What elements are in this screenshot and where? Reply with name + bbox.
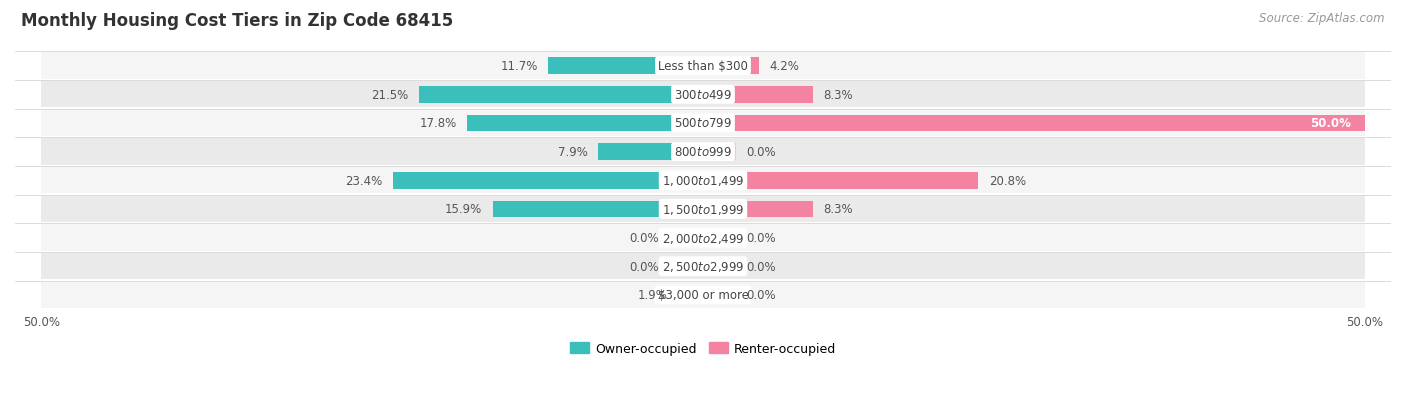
Text: 50.0%: 50.0%	[1310, 117, 1351, 130]
Bar	[394, 173, 703, 189]
Bar	[548, 58, 703, 75]
Text: 4.2%: 4.2%	[769, 60, 799, 73]
Text: 0.0%: 0.0%	[747, 289, 776, 302]
Text: 15.9%: 15.9%	[444, 203, 482, 216]
Bar	[492, 201, 703, 218]
Text: $300 to $499: $300 to $499	[673, 88, 733, 102]
Bar	[703, 115, 1365, 132]
Text: $2,500 to $2,999: $2,500 to $2,999	[662, 260, 744, 274]
Bar	[678, 287, 703, 304]
Bar	[669, 259, 703, 275]
Text: 7.9%: 7.9%	[558, 146, 588, 159]
Text: 1.9%: 1.9%	[637, 289, 668, 302]
Bar	[669, 230, 703, 246]
Bar	[599, 144, 703, 161]
Text: $3,000 or more: $3,000 or more	[658, 289, 748, 302]
Text: 0.0%: 0.0%	[630, 232, 659, 244]
Text: Source: ZipAtlas.com: Source: ZipAtlas.com	[1260, 12, 1385, 25]
Text: 0.0%: 0.0%	[630, 260, 659, 273]
Bar	[467, 115, 703, 132]
Text: 11.7%: 11.7%	[501, 60, 537, 73]
Bar	[703, 144, 737, 161]
Bar	[703, 173, 979, 189]
Text: $500 to $799: $500 to $799	[673, 117, 733, 130]
Bar	[41, 168, 1365, 194]
Text: $2,000 to $2,499: $2,000 to $2,499	[662, 231, 744, 245]
Bar	[703, 259, 737, 275]
Bar	[419, 87, 703, 103]
Text: 17.8%: 17.8%	[419, 117, 457, 130]
Bar	[703, 201, 813, 218]
Bar	[41, 53, 1365, 80]
Bar	[41, 82, 1365, 108]
Text: 0.0%: 0.0%	[747, 260, 776, 273]
Text: 23.4%: 23.4%	[346, 174, 382, 188]
Bar	[41, 254, 1365, 280]
Text: $800 to $999: $800 to $999	[673, 146, 733, 159]
Bar	[41, 225, 1365, 251]
Bar	[41, 282, 1365, 309]
Bar	[703, 230, 737, 246]
Bar	[703, 87, 813, 103]
Text: Less than $300: Less than $300	[658, 60, 748, 73]
Bar	[41, 196, 1365, 223]
Text: 8.3%: 8.3%	[824, 88, 853, 102]
Text: 20.8%: 20.8%	[988, 174, 1026, 188]
Text: 0.0%: 0.0%	[747, 232, 776, 244]
Legend: Owner-occupied, Renter-occupied: Owner-occupied, Renter-occupied	[565, 337, 841, 360]
Text: 8.3%: 8.3%	[824, 203, 853, 216]
Text: $1,000 to $1,499: $1,000 to $1,499	[662, 174, 744, 188]
Text: Monthly Housing Cost Tiers in Zip Code 68415: Monthly Housing Cost Tiers in Zip Code 6…	[21, 12, 453, 30]
Bar	[41, 110, 1365, 137]
Bar	[703, 287, 737, 304]
Text: 21.5%: 21.5%	[371, 88, 408, 102]
Text: 0.0%: 0.0%	[747, 146, 776, 159]
Bar	[703, 58, 759, 75]
Text: $1,500 to $1,999: $1,500 to $1,999	[662, 202, 744, 216]
Bar	[41, 139, 1365, 165]
